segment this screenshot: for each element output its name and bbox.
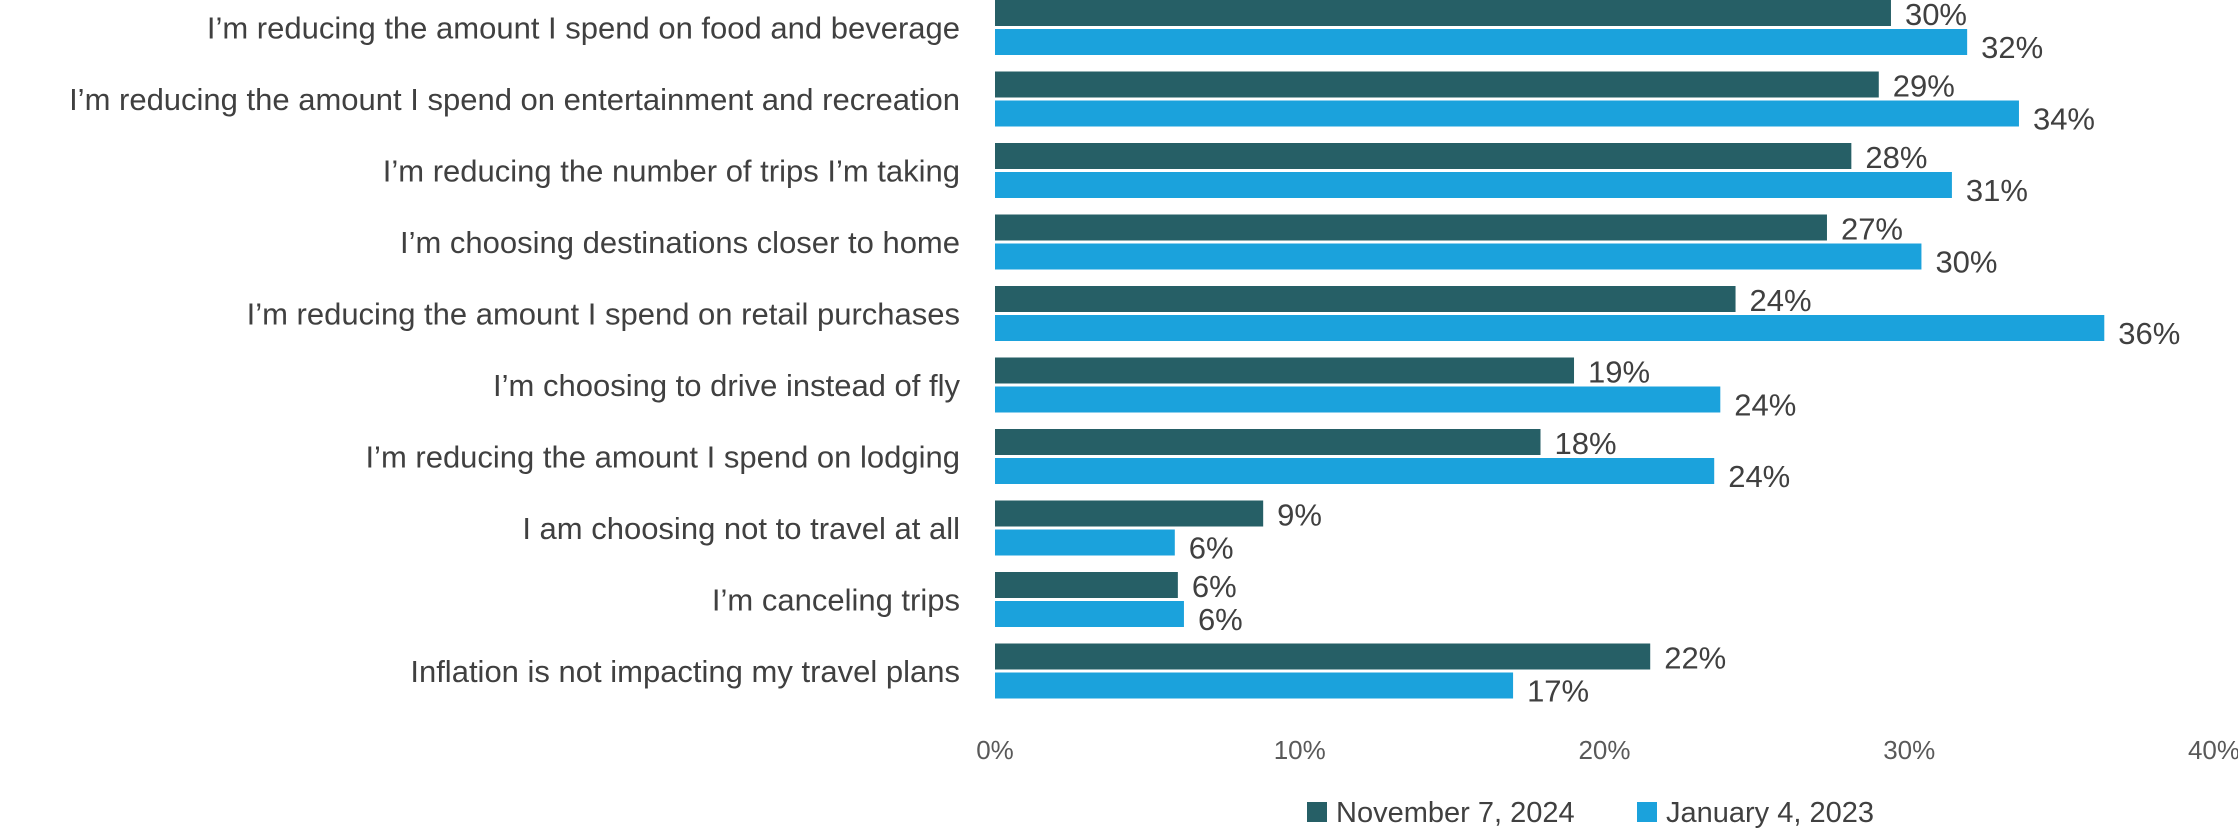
- legend-entry: November 7, 2024: [1336, 797, 1575, 829]
- legend-swatch: [1307, 802, 1327, 822]
- bar-series-1: [995, 286, 1736, 312]
- data-label: 22%: [1664, 641, 1726, 676]
- bar-series-1: [995, 0, 1891, 26]
- category-label: I am choosing not to travel at all: [522, 511, 960, 546]
- bar-series-1: [995, 357, 1575, 384]
- data-label: 17%: [1527, 674, 1589, 709]
- data-labels: 30% 32% 29% 34% 28% 31% 27% 30% 24% 36% 19% 24% 18% 2…: [1189, 0, 2181, 709]
- legend-entry: January 4, 2023: [1666, 797, 1874, 829]
- bar-series-1: [995, 71, 1879, 98]
- bar-series-2: [995, 315, 2105, 341]
- data-label: 29%: [1893, 69, 1955, 104]
- data-label: 24%: [1728, 459, 1790, 494]
- data-label: 30%: [1935, 245, 1997, 280]
- bar-series-2: [995, 100, 2019, 127]
- data-label: 24%: [1750, 283, 1812, 318]
- category-label: I’m reducing the number of trips I’m tak…: [383, 154, 960, 189]
- category-label: I’m reducing the amount I spend on enter…: [69, 82, 960, 117]
- bar-series-2: [995, 601, 1184, 627]
- data-label: 32%: [1981, 30, 2043, 65]
- legend-swatch: [1637, 802, 1657, 822]
- data-label: 34%: [2033, 102, 2095, 137]
- category-label: I’m canceling trips: [712, 583, 960, 618]
- bar-series-2: [995, 243, 1922, 270]
- bar-series-2: [995, 29, 1968, 55]
- data-label: 6%: [1198, 602, 1243, 637]
- category-labels: I’m reducing the amount I spend on food …: [69, 11, 960, 690]
- data-label: 30%: [1905, 0, 1967, 32]
- data-label: 18%: [1555, 426, 1617, 461]
- category-label: I’m choosing destinations closer to home: [400, 225, 960, 260]
- bar-series-1: [995, 429, 1541, 455]
- bar-series-1: [995, 143, 1852, 169]
- category-label: I’m reducing the amount I spend on lodgi…: [365, 440, 960, 475]
- bar-series-2: [995, 529, 1175, 556]
- category-label: I’m reducing the amount I spend on retai…: [247, 297, 960, 332]
- bar-series-2: [995, 458, 1715, 484]
- x-tick-label: 0%: [976, 735, 1014, 765]
- bar-series-1: [995, 572, 1178, 598]
- data-label: 27%: [1841, 212, 1903, 247]
- data-label: 6%: [1189, 531, 1234, 566]
- data-label: 6%: [1192, 569, 1237, 604]
- category-label: Inflation is not impacting my travel pla…: [410, 654, 960, 689]
- x-tick-label: 10%: [1274, 735, 1326, 765]
- x-axis: 0% 10% 20% 30% 40%: [976, 735, 2238, 765]
- x-tick-label: 40%: [2188, 735, 2238, 765]
- data-label: 31%: [1966, 173, 2028, 208]
- bar-series-2: [995, 172, 1952, 198]
- data-label: 19%: [1588, 355, 1650, 390]
- legend: November 7, 2024 January 4, 2023: [1307, 797, 1874, 829]
- bar-series-1: [995, 500, 1264, 527]
- bar-series-1: [995, 643, 1651, 670]
- data-label: 36%: [2118, 316, 2180, 351]
- data-label: 28%: [1865, 140, 1927, 175]
- category-label: I’m choosing to drive instead of fly: [493, 368, 960, 403]
- bar-series-1: [995, 214, 1827, 241]
- bars-layer: [995, 0, 2105, 699]
- x-tick-label: 30%: [1883, 735, 1935, 765]
- bar-series-2: [995, 672, 1514, 699]
- bar-series-2: [995, 386, 1721, 413]
- category-label: I’m reducing the amount I spend on food …: [207, 11, 960, 46]
- data-label: 24%: [1734, 388, 1796, 423]
- x-tick-label: 20%: [1578, 735, 1630, 765]
- data-label: 9%: [1277, 498, 1322, 533]
